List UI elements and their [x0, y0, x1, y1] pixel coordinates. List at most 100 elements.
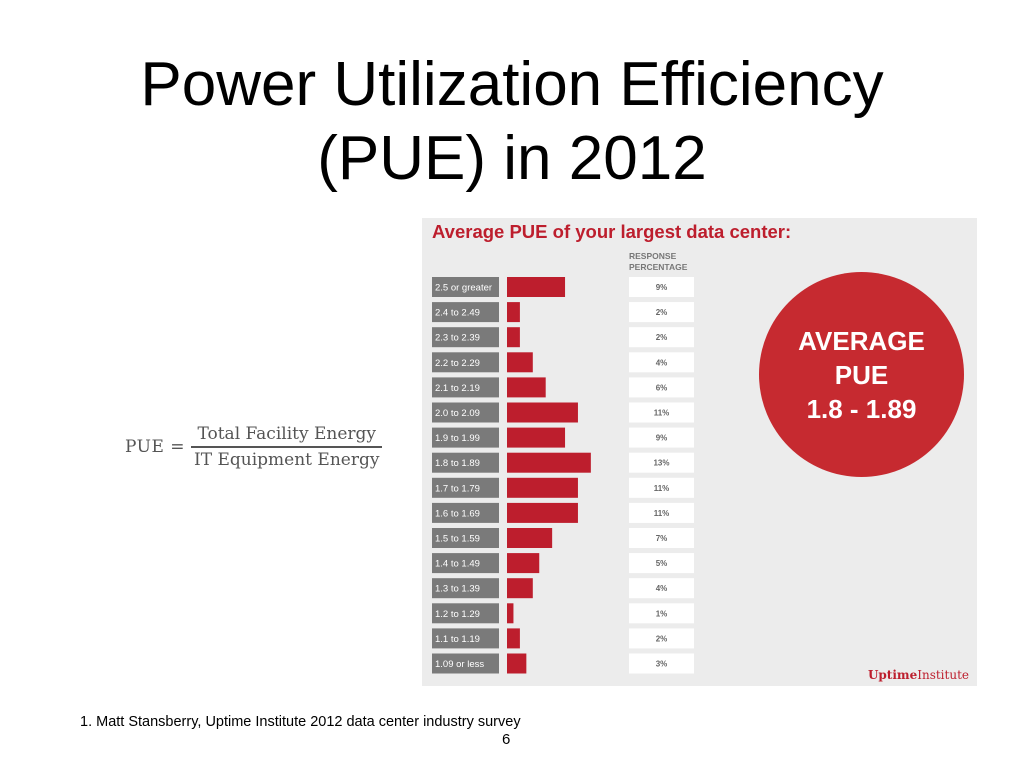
- data-label: 4%: [656, 584, 668, 593]
- category-label: 1.8 to 1.89: [435, 458, 480, 469]
- slide-title-line1: Power Utilization Efficiency: [140, 50, 884, 119]
- value-box: [629, 402, 694, 423]
- bar: [507, 277, 566, 297]
- formula-fraction: Total Facility Energy IT Equipment Energ…: [191, 424, 383, 470]
- category-label: 1.4 to 1.49: [435, 559, 480, 570]
- category-label: 2.1 to 2.19: [435, 383, 480, 394]
- value-box: [629, 477, 694, 498]
- category-label: 2.4 to 2.49: [435, 308, 480, 319]
- category-label: 1.1 to 1.19: [435, 634, 480, 645]
- value-box: [629, 653, 694, 674]
- value-box: [629, 502, 694, 523]
- value-box: [629, 352, 694, 373]
- data-label: 1%: [656, 609, 668, 618]
- category-box: [432, 427, 499, 448]
- badge-line1: AVERAGE: [798, 325, 925, 356]
- category-label: 1.9 to 1.99: [435, 433, 480, 444]
- bar: [507, 502, 578, 523]
- bar: [507, 352, 533, 373]
- footnote: 1. Matt Stansberry, Uptime Institute 201…: [80, 714, 521, 730]
- category-label: 1.6 to 1.69: [435, 508, 480, 519]
- data-label: 9%: [656, 283, 668, 292]
- category-box: [432, 352, 499, 373]
- formula-fraction-bar: [191, 446, 383, 448]
- category-label: 2.3 to 2.39: [435, 333, 480, 344]
- category-label: 1.2 to 1.29: [435, 609, 480, 620]
- category-label: 1.09 or less: [435, 659, 484, 670]
- logo-word-uptime: Uptime: [867, 668, 918, 682]
- bar: [507, 327, 520, 348]
- bar: [507, 452, 591, 473]
- category-label: 2.5 or greater: [435, 283, 492, 294]
- value-box: [629, 628, 694, 649]
- value-box: [629, 528, 694, 548]
- average-pue-badge: AVERAGE PUE 1.8 - 1.89: [759, 272, 964, 477]
- category-box: [432, 628, 499, 649]
- bar: [507, 653, 527, 674]
- bar: [507, 578, 533, 599]
- value-box: [629, 277, 694, 297]
- category-box: [432, 603, 499, 624]
- value-box: [629, 377, 694, 398]
- category-label: 1.3 to 1.39: [435, 584, 480, 595]
- data-label: 13%: [653, 459, 669, 468]
- value-box: [629, 553, 694, 574]
- response-header-line1: RESPONSE: [629, 251, 677, 261]
- bar: [507, 628, 520, 649]
- category-label: 2.0 to 2.09: [435, 408, 480, 419]
- category-box: [432, 302, 499, 323]
- bar: [507, 402, 578, 423]
- bar: [507, 477, 578, 498]
- category-box: [432, 377, 499, 398]
- bar: [507, 553, 540, 574]
- bar: [507, 377, 546, 398]
- category-box: [432, 553, 499, 574]
- response-percentage-header: RESPONSE PERCENTAGE: [629, 251, 687, 273]
- category-box: [432, 528, 499, 548]
- data-label: 9%: [656, 434, 668, 443]
- data-label: 2%: [656, 308, 668, 317]
- bar: [507, 603, 514, 624]
- category-label: 1.5 to 1.59: [435, 534, 480, 545]
- value-box: [629, 327, 694, 348]
- bar: [507, 528, 553, 548]
- data-label: 11%: [654, 509, 670, 518]
- data-label: 11%: [654, 484, 670, 493]
- data-label: 3%: [656, 660, 668, 669]
- data-label: 2%: [656, 634, 668, 643]
- formula-lhs: PUE =: [125, 436, 186, 457]
- category-label: 2.2 to 2.29: [435, 358, 480, 369]
- value-box: [629, 603, 694, 624]
- badge-line2: PUE: [834, 359, 889, 390]
- category-box: [432, 327, 499, 348]
- formula-numerator: Total Facility Energy: [197, 424, 377, 444]
- category-box: [432, 402, 499, 423]
- pue-formula: PUE = Total Facility Energy IT Equipment…: [125, 424, 383, 470]
- badge-line3: 1.8 - 1.89: [806, 393, 917, 424]
- slide-title: Power Utilization Efficiency (PUE) in 20…: [0, 48, 1024, 196]
- category-label: 1.7 to 1.79: [435, 483, 480, 494]
- logo-word-institute: Institute: [917, 668, 969, 682]
- formula-denominator: IT Equipment Energy: [194, 449, 380, 470]
- category-box: [432, 578, 499, 599]
- pue-chart-panel: Average PUE of your largest data center:…: [422, 218, 977, 686]
- value-box: [629, 427, 694, 448]
- uptime-institute-logo: UptimeInstitute: [868, 668, 969, 682]
- bar: [507, 302, 520, 323]
- bar: [507, 427, 566, 448]
- response-header-line2: PERCENTAGE: [629, 262, 688, 272]
- category-box: [432, 653, 499, 674]
- value-box: [629, 452, 694, 473]
- data-label: 5%: [656, 559, 668, 568]
- category-box: [432, 502, 499, 523]
- value-box: [629, 302, 694, 323]
- bar-chart: 2.5 or greater 9% 2.4 to 2.49 2% 2.3 to 2.39…: [432, 277, 694, 674]
- slide-title-line2: (PUE) in 2012: [317, 124, 707, 193]
- value-box: [629, 578, 694, 599]
- data-label: 6%: [656, 383, 668, 392]
- category-box: [432, 277, 499, 297]
- data-label: 7%: [656, 534, 668, 543]
- category-box: [432, 452, 499, 473]
- data-label: 2%: [656, 333, 668, 342]
- category-box: [432, 477, 499, 498]
